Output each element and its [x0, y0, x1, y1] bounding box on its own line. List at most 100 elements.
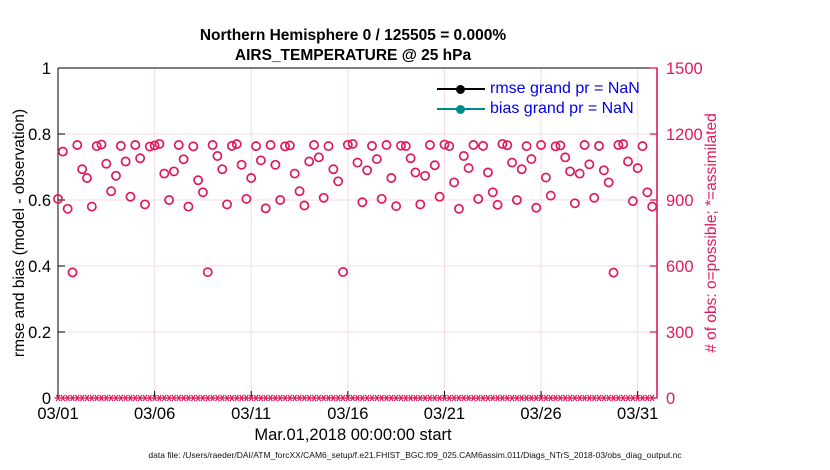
possible-marker: [642, 187, 653, 198]
possible-marker: [193, 175, 204, 186]
assimilated-marker: [562, 394, 568, 402]
assimilated-marker: [277, 394, 283, 402]
x-tick-label: 03/31: [617, 405, 658, 423]
assimilated-marker: [234, 394, 240, 402]
assimilated-marker: [645, 394, 650, 402]
possible-marker: [241, 193, 252, 204]
assimilated-marker: [591, 394, 597, 402]
possible-marker: [613, 140, 624, 150]
assimilated-marker: [350, 394, 355, 402]
possible-marker: [560, 152, 571, 163]
assimilated-marker: [118, 394, 124, 402]
possible-marker: [627, 196, 638, 207]
assimilated-marker: [529, 394, 534, 402]
right-tick-label: 600: [666, 258, 694, 276]
possible-marker: [545, 190, 556, 201]
possible-marker: [82, 173, 92, 183]
possible-marker: [632, 163, 643, 174]
assimilated-marker: [205, 394, 211, 402]
possible-marker: [231, 139, 242, 150]
possible-marker: [246, 173, 257, 183]
possible-marker: [536, 140, 547, 150]
possible-marker: [318, 192, 329, 203]
assimilated-marker: [340, 394, 346, 402]
assimilated-marker: [157, 394, 162, 402]
possible-marker: [236, 159, 247, 170]
assimilated-marker: [500, 394, 505, 402]
possible-marker: [294, 186, 305, 197]
assimilated-marker: [239, 394, 244, 402]
assimilated-marker: [369, 394, 375, 402]
assimilated-marker: [229, 394, 235, 402]
assimilated-marker: [200, 394, 206, 402]
possible-marker: [280, 141, 290, 152]
right-y-axis-label: # of obs: o=possible; *=assimilated: [703, 113, 720, 353]
possible-marker: [96, 139, 107, 150]
right-tick-label: 1200: [666, 126, 703, 144]
possible-marker: [429, 160, 440, 171]
assimilated-marker: [302, 394, 307, 402]
possible-marker: [72, 140, 83, 150]
assimilated-marker: [533, 394, 539, 402]
possible-marker: [275, 195, 286, 205]
possible-marker: [313, 152, 324, 163]
assimilated-marker: [360, 394, 365, 402]
possible-marker: [260, 203, 271, 214]
x-tick-label: 03/01: [37, 405, 78, 423]
assimilated-marker: [75, 394, 80, 402]
possible-marker: [352, 157, 363, 168]
possible-marker: [328, 164, 339, 175]
assimilated-marker: [616, 394, 621, 402]
possible-marker: [608, 267, 619, 278]
page-subtitle: AIRS_TEMPERATURE @ 25 hPa: [234, 47, 472, 64]
assimilated-marker: [70, 394, 75, 402]
possible-marker: [502, 140, 513, 151]
possible-marker: [444, 141, 455, 152]
data-file-caption: data file: /Users/raeder/DAI/ATM_forcXX/…: [148, 450, 682, 460]
right-tick-label: 900: [666, 192, 694, 210]
assimilated-marker: [451, 394, 457, 402]
x-tick-label: 03/21: [424, 405, 465, 423]
assimilated-marker: [215, 394, 220, 402]
possible-marker: [598, 165, 609, 176]
possible-marker: [569, 198, 580, 209]
assimilated-marker: [504, 394, 510, 402]
left-tick-label: 0.6: [28, 192, 51, 210]
assimilated-marker: [60, 394, 66, 402]
assimilated-marker: [316, 394, 322, 402]
possible-marker: [289, 168, 300, 179]
assimilated-marker: [625, 394, 631, 402]
possible-marker: [425, 140, 435, 150]
possible-marker: [381, 140, 392, 150]
assimilated-marker: [224, 394, 230, 402]
assimilated-marker: [509, 394, 515, 402]
possible-marker: [603, 177, 614, 188]
page-title: Northern Hemisphere 0 / 125505 = 0.000%: [199, 27, 507, 44]
assimilated-marker: [567, 394, 573, 402]
assimilated-marker: [292, 394, 298, 402]
assimilated-marker: [123, 394, 128, 402]
possible-marker: [62, 203, 73, 214]
assimilated-marker: [587, 394, 592, 402]
possible-marker: [130, 140, 141, 150]
assimilated-marker: [321, 394, 327, 402]
possible-marker: [637, 141, 648, 152]
right-tick-label: 300: [666, 324, 694, 342]
assimilated-marker: [403, 394, 409, 402]
possible-marker: [347, 138, 358, 149]
x-tick-label: 03/26: [520, 405, 561, 423]
possible-marker: [284, 140, 295, 151]
assimilated-marker: [171, 394, 177, 402]
assimilated-marker: [611, 394, 616, 402]
assimilated-marker: [89, 394, 95, 402]
possible-marker: [400, 141, 411, 152]
assimilated-marker: [466, 394, 471, 402]
assimilated-marker: [495, 394, 500, 402]
assimilated-marker: [65, 394, 70, 402]
assimilated-marker: [345, 394, 351, 402]
assimilated-marker: [620, 394, 626, 402]
possible-marker: [521, 141, 532, 152]
x-tick-label: 03/16: [327, 405, 368, 423]
assimilated-marker: [99, 394, 104, 402]
possible-marker: [555, 140, 566, 151]
